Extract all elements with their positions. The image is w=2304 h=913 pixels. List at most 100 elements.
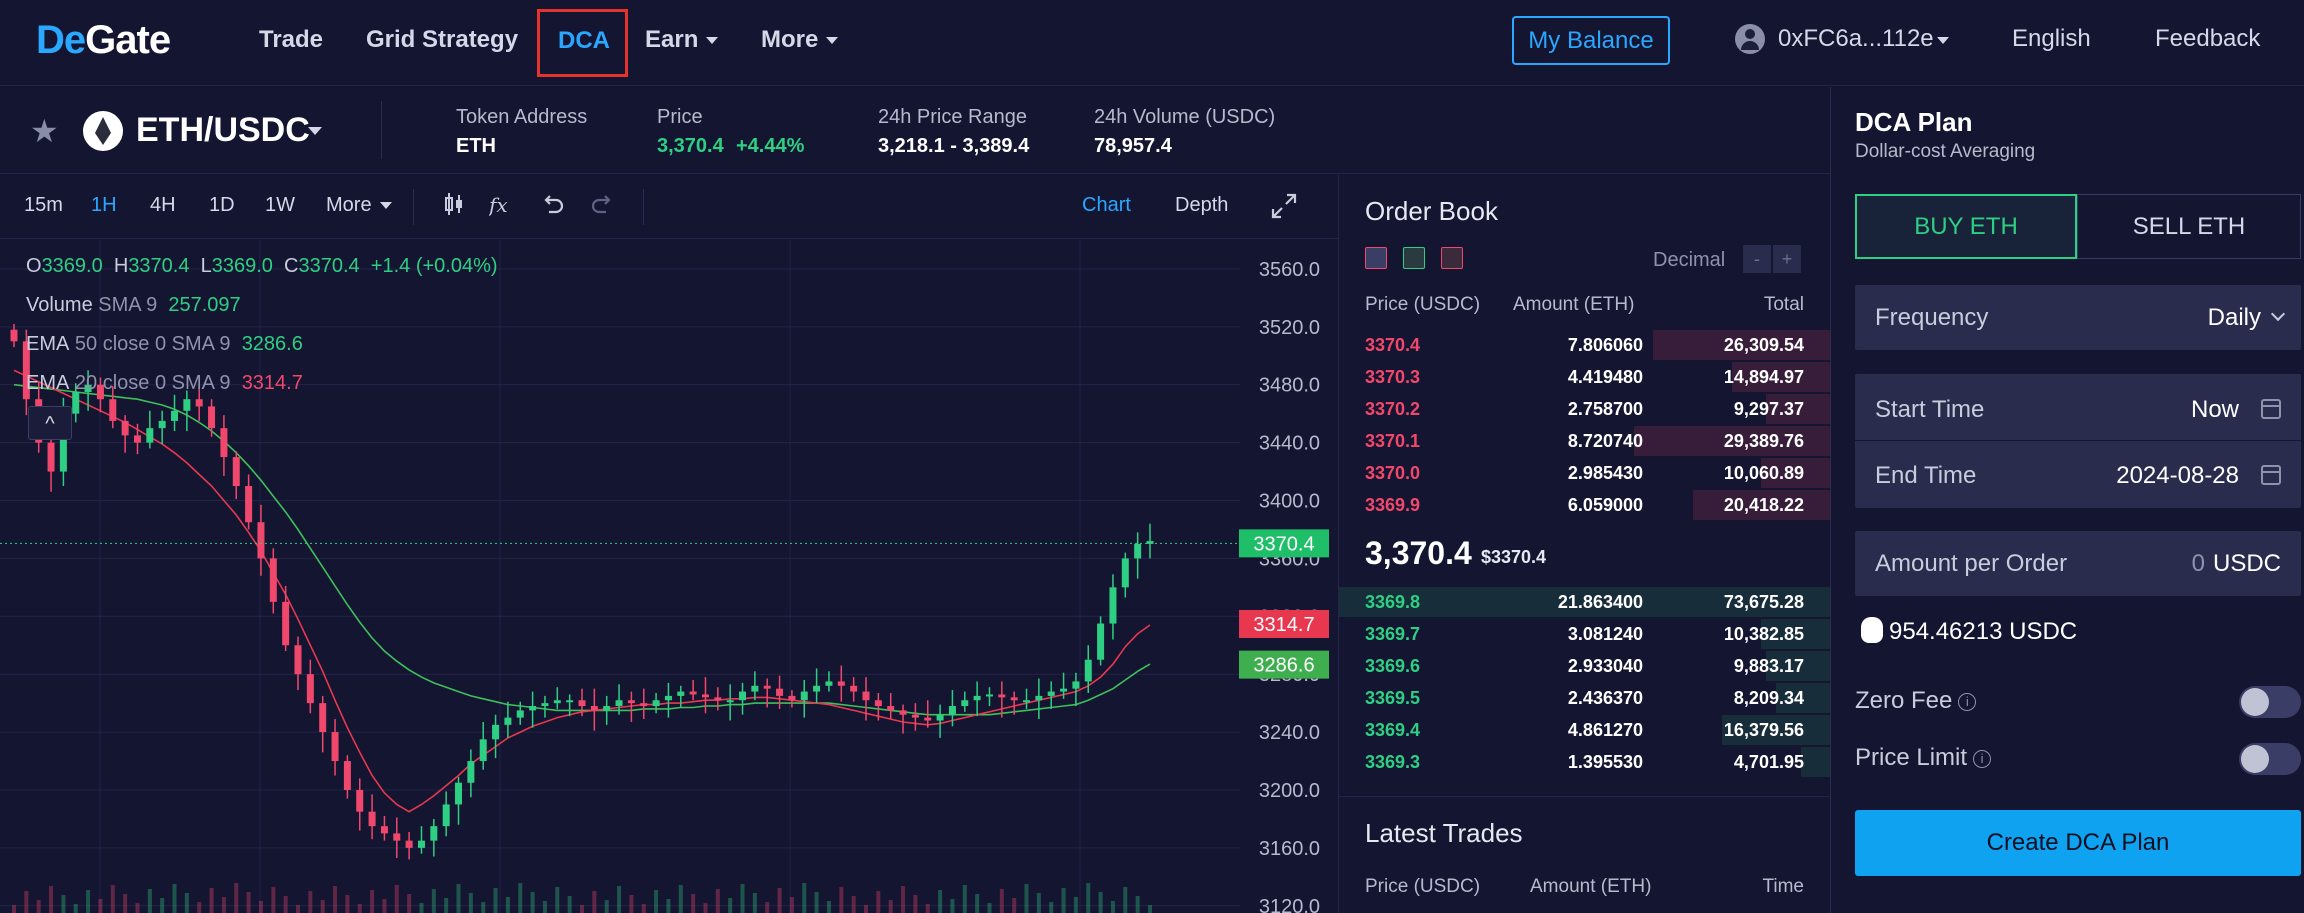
book-mode-bids-icon[interactable] bbox=[1403, 247, 1425, 269]
candle-body bbox=[72, 391, 80, 414]
bid-row[interactable]: 3369.4 4.861270 16,379.56 bbox=[1339, 715, 1830, 745]
candle-body bbox=[1084, 659, 1092, 682]
depth-bar bbox=[1761, 619, 1830, 649]
calendar-icon[interactable] bbox=[2261, 399, 2281, 419]
timeframe-4h[interactable]: 4H bbox=[150, 194, 176, 216]
candle-body bbox=[1010, 697, 1018, 701]
collapse-legend-button[interactable]: ^ bbox=[28, 406, 72, 440]
chevron-down-icon[interactable] bbox=[308, 127, 322, 135]
bid-row[interactable]: 3369.7 3.081240 10,382.85 bbox=[1339, 619, 1830, 649]
frequency-select[interactable]: Frequency Daily bbox=[1855, 285, 2301, 350]
volume-bar bbox=[789, 897, 794, 913]
sell-eth-tab[interactable]: SELL ETH bbox=[2077, 194, 2301, 259]
bid-row[interactable]: 3369.3 1.395530 4,701.95 bbox=[1339, 747, 1830, 777]
candle-body bbox=[319, 703, 327, 733]
amount-per-order-field[interactable]: Amount per Order 0 USDC bbox=[1855, 531, 2301, 596]
nav-grid-strategy[interactable]: Grid Strategy bbox=[366, 26, 519, 53]
my-balance-button[interactable]: My Balance bbox=[1512, 16, 1670, 65]
ema20-legend: EMA 20 close 0 SMA 9 3314.7 bbox=[26, 372, 303, 394]
candle-body bbox=[961, 700, 969, 707]
info-icon[interactable]: i bbox=[1958, 693, 1977, 711]
divider bbox=[1338, 175, 1339, 913]
candle-body bbox=[220, 428, 228, 458]
volume-bar bbox=[814, 892, 819, 913]
create-dca-plan-button[interactable]: Create DCA Plan bbox=[1855, 810, 2301, 876]
ask-row[interactable]: 3370.4 7.806060 26,309.54 bbox=[1339, 330, 1830, 360]
bid-price: 3369.5 bbox=[1365, 688, 1421, 708]
account-address[interactable]: 0xFC6a...112e bbox=[1778, 25, 1934, 52]
candle-type-icon[interactable] bbox=[443, 192, 465, 221]
book-mode-both-icon[interactable] bbox=[1365, 247, 1387, 269]
volume-bar bbox=[271, 887, 276, 913]
bid-price: 3369.8 bbox=[1365, 592, 1421, 612]
nav-more[interactable]: More bbox=[761, 26, 839, 54]
nav-earn[interactable]: Earn bbox=[645, 26, 719, 54]
candle-body bbox=[430, 826, 438, 841]
volume-bar bbox=[1086, 883, 1091, 913]
ask-row[interactable]: 3370.0 2.985430 10,060.89 bbox=[1339, 458, 1830, 488]
ask-amount: 8.720740 bbox=[1567, 431, 1643, 451]
candle-body bbox=[455, 782, 463, 805]
candle-body bbox=[763, 685, 771, 689]
book-mode-asks-icon[interactable] bbox=[1441, 247, 1463, 269]
decimal-decrease-button[interactable]: - bbox=[1743, 245, 1771, 273]
ask-row[interactable]: 3369.9 6.059000 20,418.22 bbox=[1339, 490, 1830, 520]
star-icon[interactable]: ★ bbox=[30, 113, 59, 149]
timeframe-15m[interactable]: 15m bbox=[24, 194, 63, 216]
candle-body bbox=[59, 413, 67, 472]
nav-dca[interactable]: DCA bbox=[537, 9, 628, 77]
volume-bar bbox=[728, 898, 733, 913]
end-time-input[interactable]: 2024-08-28 bbox=[2116, 462, 2239, 489]
volume-bar bbox=[962, 885, 967, 913]
candle-body bbox=[467, 761, 475, 783]
depth-bar bbox=[1776, 683, 1830, 713]
price-tag-ema20-label: 3314.7 bbox=[1253, 614, 1314, 636]
candle-body bbox=[899, 710, 907, 715]
volume-bar bbox=[320, 900, 325, 913]
lt-header-amount: Amount (ETH) bbox=[1530, 876, 1652, 897]
feedback-link[interactable]: Feedback bbox=[2155, 25, 2261, 52]
bid-row[interactable]: 3369.6 2.933040 9,883.17 bbox=[1339, 651, 1830, 681]
info-icon[interactable]: i bbox=[1973, 750, 1992, 768]
amount-input[interactable]: 0 bbox=[2191, 550, 2205, 577]
buy-eth-tab[interactable]: BUY ETH bbox=[1855, 194, 2077, 259]
zero-fee-toggle[interactable] bbox=[2239, 686, 2301, 718]
start-time-input[interactable]: Now bbox=[2190, 396, 2239, 423]
order-book-title: Order Book bbox=[1365, 196, 1498, 226]
redo-icon[interactable] bbox=[590, 192, 614, 221]
ask-row[interactable]: 3370.3 4.419480 14,894.97 bbox=[1339, 362, 1830, 392]
ask-total: 14,894.97 bbox=[1723, 367, 1804, 387]
timeframe-more[interactable]: More bbox=[326, 194, 392, 217]
language-selector[interactable]: English bbox=[2012, 25, 2091, 52]
timeframe-1d[interactable]: 1D bbox=[209, 194, 235, 216]
candlestick-chart[interactable]: 3560.03520.03480.03440.03400.03360.03320… bbox=[0, 240, 1338, 913]
decimal-increase-button[interactable]: + bbox=[1773, 245, 1801, 273]
volume-bar bbox=[715, 889, 720, 913]
tab-depth[interactable]: Depth bbox=[1175, 194, 1229, 216]
indicators-icon[interactable]: fx bbox=[487, 192, 517, 221]
ask-row[interactable]: 3370.1 8.720740 29,389.76 bbox=[1339, 426, 1830, 456]
timeframe-1w[interactable]: 1W bbox=[265, 194, 295, 216]
ask-row[interactable]: 3370.2 2.758700 9,297.37 bbox=[1339, 394, 1830, 424]
fullscreen-icon[interactable] bbox=[1270, 192, 1298, 225]
calendar-icon[interactable] bbox=[2261, 465, 2281, 485]
bid-row[interactable]: 3369.8 21.863400 73,675.28 bbox=[1339, 587, 1830, 617]
range-label: 24h Price Range bbox=[878, 106, 1027, 128]
undo-icon[interactable] bbox=[541, 192, 565, 221]
timeframe-1h[interactable]: 1H bbox=[91, 194, 117, 216]
user-avatar-icon[interactable] bbox=[1735, 24, 1765, 54]
bid-row[interactable]: 3369.5 2.436370 8,209.34 bbox=[1339, 683, 1830, 713]
candle-body bbox=[553, 700, 561, 704]
tab-chart[interactable]: Chart bbox=[1082, 194, 1131, 216]
volume-bar bbox=[518, 883, 523, 913]
pair-selector[interactable]: ETH/USDC bbox=[136, 111, 310, 149]
decimal-label: Decimal bbox=[1653, 249, 1726, 271]
volume-bar bbox=[851, 896, 856, 913]
degate-logo[interactable]: DeGate bbox=[36, 18, 171, 62]
candle-body bbox=[269, 558, 277, 602]
price-limit-toggle[interactable] bbox=[2239, 743, 2301, 775]
price-chart[interactable]: 3560.03520.03480.03440.03400.03360.03320… bbox=[0, 240, 1338, 913]
nav-trade[interactable]: Trade bbox=[259, 26, 324, 53]
chevron-down-icon[interactable] bbox=[1937, 37, 1949, 44]
chevron-down-icon bbox=[2270, 306, 2286, 322]
